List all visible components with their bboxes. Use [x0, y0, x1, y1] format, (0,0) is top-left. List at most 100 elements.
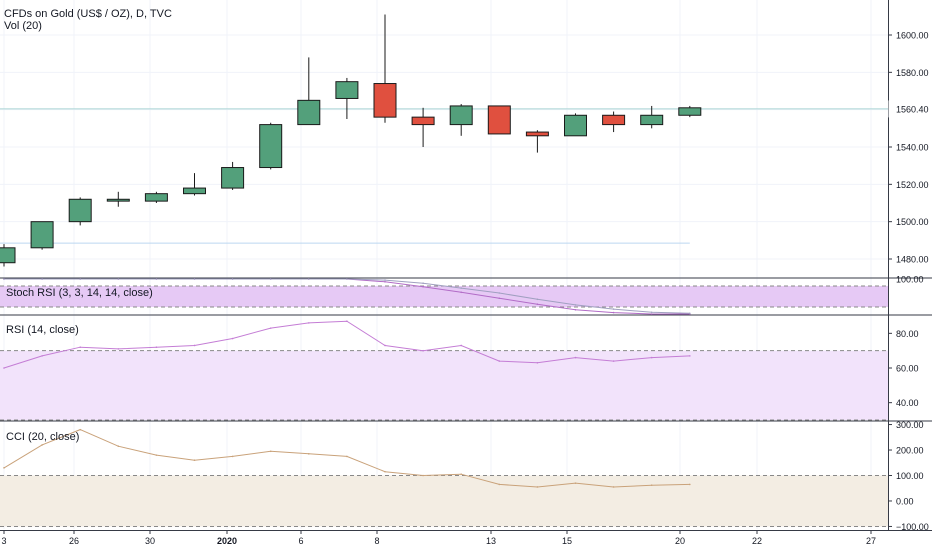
- stoch-k-line-point: [498, 297, 501, 300]
- stoch-rsi-label: Stoch RSI (3, 3, 14, 14, close): [6, 287, 153, 299]
- rsi-line-point: [155, 346, 158, 349]
- rsi-line-point: [384, 344, 386, 347]
- stoch-k-line-point: [612, 311, 615, 314]
- rsi-tick-label: 60.00: [896, 364, 919, 374]
- cci-line-point: [689, 483, 691, 486]
- candle-down: [411, 116, 435, 126]
- candle-down: [525, 131, 549, 137]
- time-tick-label: 6: [298, 536, 303, 546]
- candle-up: [144, 193, 168, 202]
- stoch-d-line-point: [460, 287, 463, 289]
- stoch-k-line-point: [384, 281, 386, 283]
- cci-line-point: [384, 470, 386, 473]
- time-tick-label: 22: [752, 536, 762, 546]
- stoch-k-line-point: [422, 285, 424, 288]
- stoch-k-line-point: [536, 303, 539, 306]
- candle-up: [106, 198, 130, 202]
- time-tick-label: 26: [69, 536, 79, 546]
- stoch-k-line-point: [574, 309, 577, 311]
- rsi-line-point: [536, 362, 539, 364]
- cci-line-point: [231, 455, 234, 458]
- stoch-d-line-point: [155, 278, 158, 280]
- stoch-d-line-point: [193, 278, 196, 280]
- stoch-d-line-point: [689, 312, 691, 315]
- stoch-d-line-point: [231, 278, 234, 280]
- time-tick-label: 30: [145, 536, 155, 546]
- cci-line-point: [346, 455, 348, 458]
- time-tick-label: 27: [866, 536, 876, 546]
- rsi-line-point: [269, 327, 272, 329]
- candle-up: [678, 107, 702, 116]
- cci-line-point: [612, 486, 615, 488]
- rsi-line-point: [612, 360, 615, 362]
- stoch-d-line-point: [41, 278, 43, 280]
- cci-tick-label: 0.00: [896, 496, 914, 506]
- rsi-label: RSI (14, close): [6, 324, 79, 336]
- cci-tick-label: 200.00: [896, 446, 924, 456]
- cci-line-point: [193, 459, 196, 462]
- candle-up: [0, 247, 16, 264]
- rsi-line-point: [460, 344, 463, 347]
- main-legend: CFDs on Gold (US$ / OZ), D, TVC Vol (20): [4, 8, 172, 32]
- cci-line-point: [155, 454, 158, 456]
- candle-up: [297, 99, 321, 126]
- price-tick-label: 1540.00: [896, 143, 929, 153]
- cci-line-point: [460, 473, 463, 476]
- candle-up: [259, 124, 283, 169]
- rsi-line-point: [308, 322, 310, 324]
- stoch-k-line-point: [460, 291, 463, 294]
- candle-up: [449, 105, 473, 126]
- rsi-band: [0, 350, 888, 420]
- stoch-d-line-point: [346, 278, 348, 280]
- rsi-line-point: [422, 349, 424, 352]
- price-tick-label: 1580.00: [896, 68, 929, 78]
- chart-title: CFDs on Gold (US$ / OZ), D, TVC: [4, 8, 172, 20]
- price-tick-label: 1480.00: [896, 255, 929, 265]
- volume-label: Vol (20): [4, 20, 42, 32]
- time-tick-label: 20: [675, 536, 685, 546]
- rsi-line-point: [3, 367, 5, 369]
- cci-line-point: [536, 486, 539, 488]
- cci-line-point: [269, 450, 272, 453]
- rsi-line-point: [41, 355, 43, 357]
- candle-up: [183, 187, 206, 195]
- last-price-tag-label: 1560.40: [896, 104, 929, 114]
- stoch-tick-label: 100.00: [896, 275, 924, 285]
- rsi-legend: RSI (14, close): [6, 324, 79, 336]
- rsi-line-point: [574, 356, 577, 359]
- candle-up: [335, 81, 359, 99]
- cci-tick-label: −100.00: [896, 522, 929, 532]
- stoch-d-line-point: [384, 279, 386, 281]
- cci-line-point: [117, 445, 120, 448]
- candle-up: [68, 198, 92, 223]
- stoch-legend: Stoch RSI (3, 3, 14, 14, close): [6, 287, 153, 299]
- stoch-d-line-point: [536, 298, 539, 301]
- time-tick-label: 15: [562, 536, 572, 546]
- last-price-tag: [888, 100, 932, 118]
- price-tick-label: 1600.00: [896, 31, 929, 41]
- cci-line-point: [574, 482, 577, 484]
- cci-line-point: [498, 483, 501, 486]
- rsi-line-point: [79, 346, 81, 349]
- stoch-d-line-point: [117, 278, 120, 280]
- candle-down: [487, 105, 511, 135]
- stoch-d-line-point: [269, 278, 272, 280]
- candle-up: [30, 221, 54, 249]
- stoch-d-line-point: [498, 292, 501, 294]
- rsi-line-point: [231, 337, 234, 340]
- rsi-line-point: [117, 348, 120, 350]
- time-tick-label: 2020: [217, 536, 237, 546]
- time-tick-label: 3: [1, 536, 6, 546]
- cci-label: CCI (20, close): [6, 431, 80, 443]
- cci-tick-label: 100.00: [896, 471, 924, 481]
- cci-legend: CCI (20, close): [6, 431, 79, 443]
- rsi-tick-label: 40.00: [896, 398, 919, 408]
- rsi-line-point: [193, 344, 196, 347]
- price-tick-label: 1500.00: [896, 217, 929, 227]
- candle-down: [373, 83, 397, 118]
- stoch-band: [0, 286, 888, 307]
- candle-up: [564, 114, 587, 137]
- stoch-d-line-point: [650, 311, 653, 314]
